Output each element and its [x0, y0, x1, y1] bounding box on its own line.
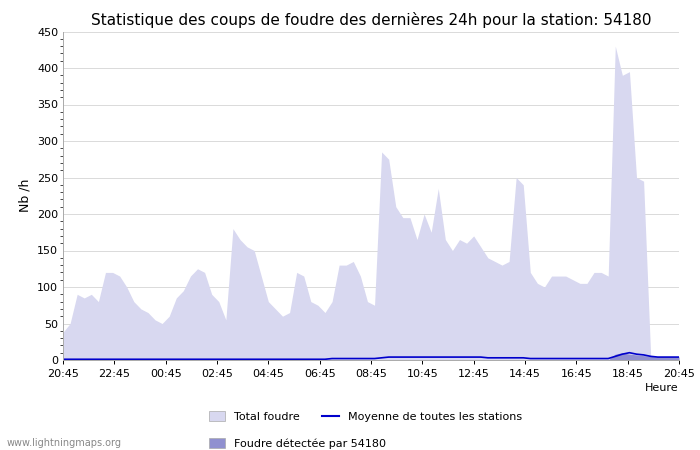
Text: Heure: Heure: [645, 383, 679, 393]
Title: Statistique des coups de foudre des dernières 24h pour la station: 54180: Statistique des coups de foudre des dern…: [91, 12, 651, 27]
Text: www.lightningmaps.org: www.lightningmaps.org: [7, 438, 122, 448]
Y-axis label: Nb /h: Nb /h: [18, 179, 32, 212]
Legend: Foudre détectée par 54180: Foudre détectée par 54180: [204, 433, 391, 450]
